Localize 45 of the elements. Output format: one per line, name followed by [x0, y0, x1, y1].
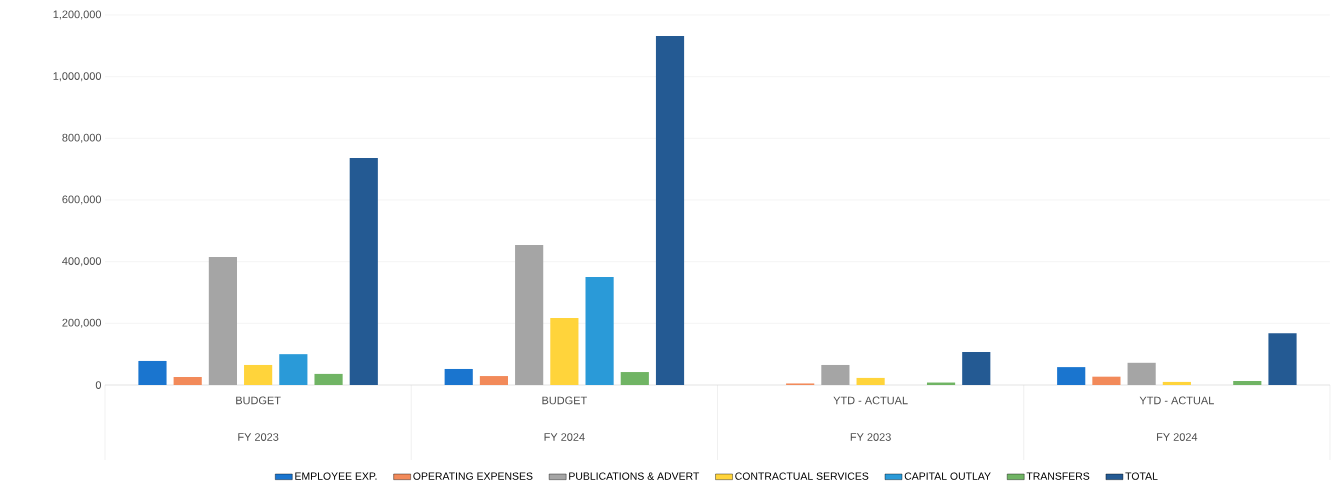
- bar: [244, 364, 273, 385]
- y-tick-label: 600,000: [62, 195, 102, 205]
- bar: [314, 373, 343, 385]
- bar: [515, 245, 544, 385]
- bar: [444, 368, 473, 385]
- bar: [962, 352, 991, 385]
- bar: [173, 376, 202, 385]
- y-tick-label: 400,000: [62, 257, 102, 267]
- bar: [821, 364, 850, 385]
- legend-label: CAPITAL OUTLAY: [904, 472, 991, 480]
- bar: [1233, 380, 1262, 385]
- legend-label: TRANSFERS: [1026, 472, 1090, 480]
- bar: [620, 372, 649, 385]
- bar: [479, 376, 509, 385]
- bar: [349, 158, 378, 385]
- x-tick-label: BUDGET: [542, 396, 587, 405]
- bar: [550, 318, 579, 385]
- text: FY 2024: [544, 433, 585, 441]
- bar: [1092, 376, 1121, 385]
- legend-label: EMPLOYEE EXP.: [295, 472, 377, 480]
- x-tick-label: BUDGET: [236, 396, 281, 405]
- bar: [1127, 362, 1156, 385]
- bar: [655, 35, 685, 385]
- y-tick-label: 1,200,000: [53, 10, 102, 20]
- legend-label: OPERATING EXPENSES: [413, 472, 533, 480]
- bar: [1057, 367, 1086, 385]
- bar: [585, 277, 614, 385]
- bar: [1268, 333, 1297, 385]
- bar: [138, 360, 167, 385]
- y-tick-label: 1,000,000: [53, 72, 102, 82]
- legend-label: PUBLICATIONS & ADVERT: [569, 472, 700, 480]
- text: FY 2023: [850, 433, 891, 441]
- legend-label: CONTRACTUAL SERVICES: [735, 472, 869, 480]
- bar: [856, 377, 885, 385]
- text: FY 2024: [1157, 433, 1198, 441]
- y-tick-label: 800,000: [62, 133, 102, 143]
- y-tick-label: 200,000: [62, 318, 102, 328]
- bar: [279, 354, 308, 385]
- legend-label: TOTAL: [1125, 472, 1158, 480]
- bar: [208, 257, 237, 385]
- x-tick-label: YTD - ACTUAL: [833, 396, 908, 405]
- y-tick-label: 0: [95, 381, 102, 389]
- text: FY 2023: [238, 433, 279, 441]
- bar: [1162, 381, 1191, 385]
- x-tick-label: YTD - ACTUAL: [1139, 396, 1214, 405]
